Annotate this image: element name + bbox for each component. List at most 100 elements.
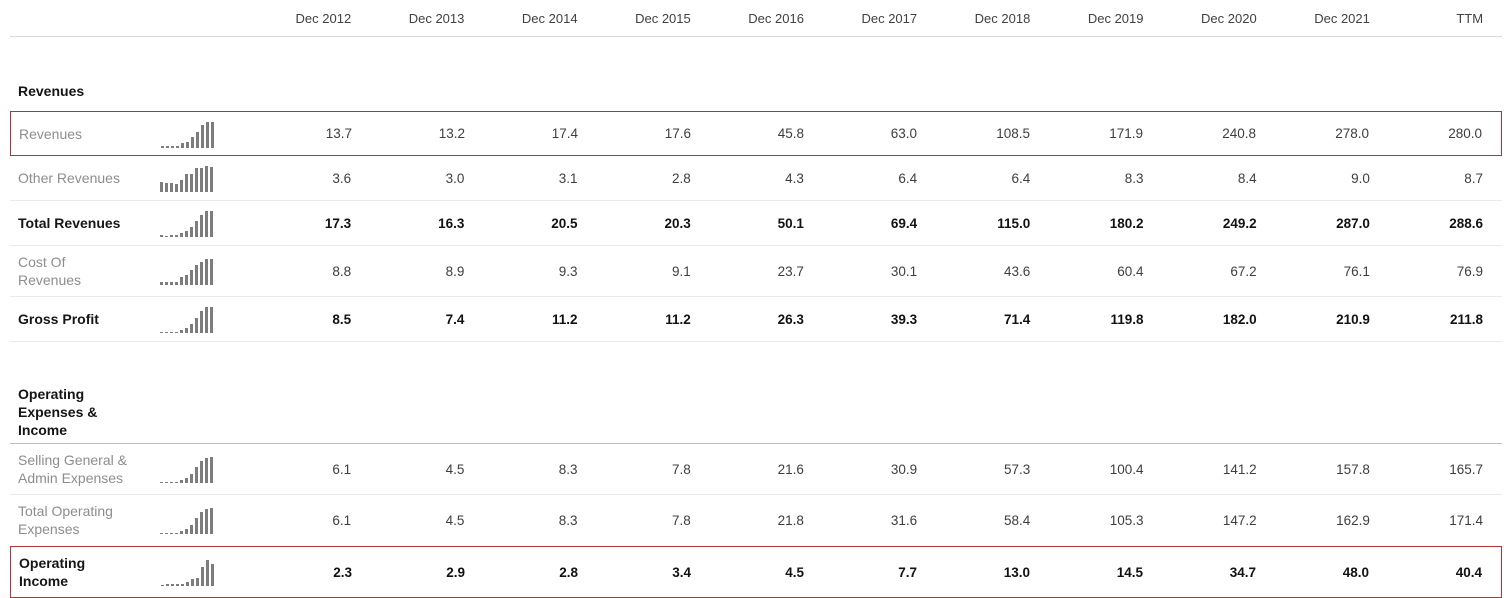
cell-value: 180.2 bbox=[1109, 215, 1144, 231]
cell-value: 8.4 bbox=[1237, 170, 1257, 186]
section-operating-expenses: Operating Expenses & Income Selling Gene… bbox=[10, 385, 1502, 598]
row-label: Selling General & Admin Expenses bbox=[18, 452, 127, 486]
table-row[interactable]: Selling General & Admin Expenses 6.1 4.5 8.… bbox=[10, 444, 1502, 495]
cell-value: 147.2 bbox=[1222, 512, 1257, 528]
cell-value: 8.7 bbox=[1464, 170, 1484, 186]
cell-value: 171.9 bbox=[1109, 126, 1143, 141]
cell-value: 7.8 bbox=[671, 461, 691, 477]
cell-value: 7.7 bbox=[898, 564, 917, 580]
row-label: Total Revenues bbox=[18, 215, 121, 231]
column-header: Dec 2014 bbox=[521, 10, 578, 26]
sparkline-icon bbox=[160, 455, 238, 483]
cell-value: 105.3 bbox=[1109, 512, 1144, 528]
cell-value: 287.0 bbox=[1336, 215, 1370, 231]
column-header: Dec 2018 bbox=[974, 10, 1031, 26]
cell-value: 115.0 bbox=[997, 215, 1031, 231]
cell-value: 165.7 bbox=[1449, 461, 1484, 477]
cell-value: 9.1 bbox=[671, 263, 691, 279]
cell-value: 119.8 bbox=[1110, 311, 1144, 327]
cell-value: 6.4 bbox=[898, 170, 918, 186]
section-rows: Revenues 13.7 13.2 17.4 17.6 45.8 63.0 108.5 171… bbox=[10, 111, 1502, 342]
column-header: Dec 2012 bbox=[295, 10, 352, 26]
cell-value: 8.3 bbox=[558, 461, 578, 477]
cell-value: 6.4 bbox=[1011, 170, 1031, 186]
cell-value: 2.9 bbox=[446, 564, 465, 580]
row-label: Gross Profit bbox=[18, 311, 99, 327]
cell-value: 67.2 bbox=[1230, 263, 1257, 279]
section-title: Operating Expenses & Income bbox=[18, 386, 98, 438]
cell-value: 45.8 bbox=[777, 126, 804, 141]
cell-value: 30.1 bbox=[890, 263, 918, 279]
header-label-spacer bbox=[10, 11, 160, 25]
cell-value: 30.9 bbox=[890, 461, 918, 477]
cell-value: 100.4 bbox=[1109, 461, 1144, 477]
sparkline-icon bbox=[160, 506, 238, 534]
sparkline-icon bbox=[160, 305, 238, 333]
cell-value: 3.6 bbox=[332, 170, 352, 186]
sparkline-icon bbox=[161, 558, 239, 586]
table-row[interactable]: Total Revenues 17.3 16.3 20.5 20.3 50.1 69.4 11… bbox=[10, 201, 1502, 246]
cell-value: 11.2 bbox=[552, 311, 578, 327]
table-row[interactable]: Gross Profit 8.5 7.4 11.2 11.2 26.3 39.3 71.4 11… bbox=[10, 297, 1502, 342]
cell-value: 31.6 bbox=[890, 512, 918, 528]
cell-value: 50.1 bbox=[777, 215, 804, 231]
table-row[interactable]: Operating Income 2.3 2.9 2.8 3.4 4.5 7.7 13.0 14… bbox=[10, 546, 1502, 598]
cell-value: 4.5 bbox=[445, 461, 465, 477]
column-header: Dec 2021 bbox=[1314, 10, 1370, 26]
cell-value: 3.4 bbox=[672, 564, 691, 580]
cell-value: 3.0 bbox=[445, 170, 465, 186]
cell-value: 4.5 bbox=[785, 564, 804, 580]
column-header: Dec 2016 bbox=[748, 10, 804, 26]
column-header: Dec 2013 bbox=[408, 10, 465, 26]
column-header: Dec 2019 bbox=[1087, 10, 1144, 26]
cell-value: 21.8 bbox=[777, 512, 804, 528]
cell-value: 210.9 bbox=[1336, 311, 1370, 327]
column-header: Dec 2020 bbox=[1201, 10, 1257, 26]
cell-value: 14.5 bbox=[1116, 564, 1143, 580]
cell-value: 2.8 bbox=[559, 564, 578, 580]
cell-value: 8.8 bbox=[332, 263, 352, 279]
cell-value: 4.3 bbox=[785, 170, 804, 186]
cell-value: 2.8 bbox=[671, 170, 691, 186]
column-header-row: Dec 2012 Dec 2013 Dec 2014 Dec 2015 Dec 2016… bbox=[10, 0, 1502, 37]
cell-value: 69.4 bbox=[890, 215, 918, 231]
cell-value: 23.7 bbox=[777, 263, 804, 279]
cell-value: 240.8 bbox=[1222, 126, 1256, 141]
cell-value: 8.9 bbox=[445, 263, 465, 279]
cell-value: 4.5 bbox=[445, 512, 465, 528]
table-row[interactable]: Cost Of Revenues 8.8 8.9 9.3 9.1 23.7 30.1 43.6… bbox=[10, 246, 1502, 297]
cell-value: 48.0 bbox=[1342, 564, 1369, 580]
sparkline-icon bbox=[160, 209, 238, 237]
cell-value: 9.3 bbox=[558, 263, 578, 279]
table-row[interactable]: Total Operating Expenses 6.1 4.5 8.3 7.8 21.8… bbox=[10, 495, 1502, 546]
cell-value: 211.8 bbox=[1450, 311, 1484, 327]
cell-value: 26.3 bbox=[777, 311, 804, 327]
cell-value: 43.6 bbox=[1004, 263, 1031, 279]
table-row[interactable]: Revenues 13.7 13.2 17.4 17.6 45.8 63.0 108.5 171… bbox=[10, 111, 1502, 156]
cell-value: 39.3 bbox=[890, 311, 918, 327]
table-row[interactable]: Other Revenues 3.6 3.0 3.1 2.8 4.3 6.4 6.4 8.3 8.… bbox=[10, 156, 1502, 201]
column-header: Dec 2017 bbox=[861, 10, 918, 26]
row-label: Operating Income bbox=[19, 555, 86, 589]
cell-value: 7.4 bbox=[445, 311, 465, 327]
cell-value: 249.2 bbox=[1222, 215, 1257, 231]
cell-value: 162.9 bbox=[1336, 512, 1370, 528]
cell-value: 3.1 bbox=[558, 170, 578, 186]
cell-value: 13.7 bbox=[325, 126, 352, 141]
cell-value: 76.9 bbox=[1456, 263, 1484, 279]
column-header: Dec 2015 bbox=[635, 10, 691, 26]
cell-value: 11.2 bbox=[665, 311, 691, 327]
section-title: Revenues bbox=[18, 83, 85, 99]
cell-value: 9.0 bbox=[1351, 170, 1370, 186]
sparkline-icon bbox=[160, 164, 238, 192]
sparkline-icon bbox=[160, 257, 238, 285]
cell-value: 20.3 bbox=[664, 215, 691, 231]
cell-value: 280.0 bbox=[1448, 126, 1482, 141]
cell-value: 71.4 bbox=[1004, 311, 1031, 327]
column-header: TTM bbox=[1456, 10, 1484, 26]
cell-value: 8.3 bbox=[1124, 170, 1144, 186]
cell-value: 58.4 bbox=[1004, 512, 1031, 528]
cell-value: 21.6 bbox=[777, 461, 804, 477]
section-title-wrap: Operating Expenses & Income bbox=[10, 385, 1502, 444]
